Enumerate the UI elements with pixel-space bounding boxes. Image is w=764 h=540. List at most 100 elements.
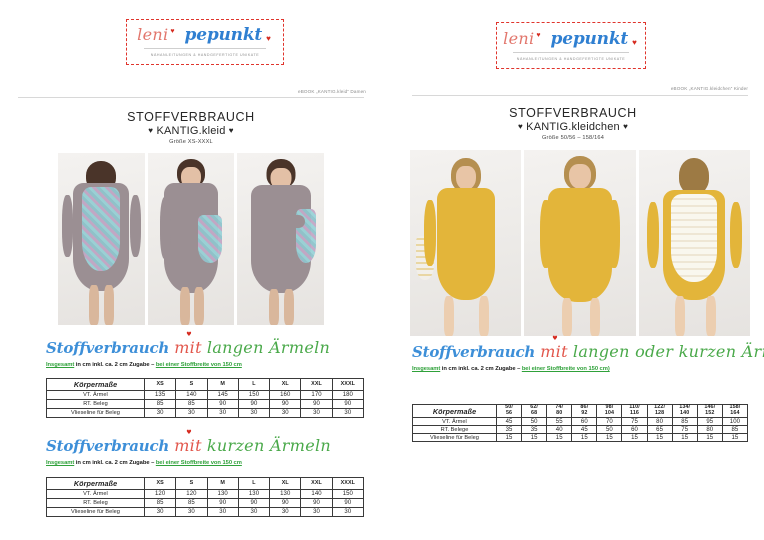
cell: 65 (646, 425, 673, 434)
table-row: VT. Ärmel 120 120 130 130 130 140 150 (46, 489, 365, 499)
ebook-label-right: eBOOK „KANTIG.kleidchen“ Kinder (670, 86, 748, 91)
table-short-sleeves: Körpermaße XS S M L XL XXL XXXL VT. Ärme… (46, 477, 365, 517)
cell: 35 (521, 425, 548, 434)
table-row: Vlieseline für Beleg 30 30 30 30 30 30 3… (46, 507, 365, 517)
table-row: VT. Ärmel 135 140 145 150 160 170 180 (46, 390, 365, 400)
ebook-label-left: eBOOK „KANTIG.kleid“ Damen (298, 89, 366, 94)
heart-icon-right-1: ♥ (517, 122, 523, 131)
cell: 160 (269, 390, 302, 400)
cell: 30 (237, 507, 271, 517)
cell: 35 (495, 425, 523, 434)
size-col-l: L (237, 378, 271, 391)
cell: 80 (696, 425, 723, 434)
size-col-158-164: 158/ 164 (721, 404, 749, 418)
cell: 15 (721, 433, 749, 442)
size-col-xs: XS (143, 378, 177, 391)
page-title-left: STOFFVERBRAUCH (127, 110, 255, 124)
header-divider-right (412, 95, 748, 96)
logo-subtitle: NÄHANLEITUNGEN & HANDGEFERTIGTE UNIKATE (150, 53, 260, 57)
cell: 90 (237, 399, 271, 409)
logo-divider (513, 51, 629, 53)
logo-heart-icon: ♥ (536, 31, 541, 39)
cell: 90 (300, 498, 333, 508)
size-col-xl: XL (269, 378, 302, 391)
cell: 85 (175, 498, 208, 508)
cell: 15 (571, 433, 598, 442)
cell: 90 (206, 399, 239, 409)
section-heading-short-sleeves: Stoffverbrauch mit ♥ kurzen Ärmeln (46, 430, 332, 455)
cell: 30 (331, 408, 365, 418)
cell: 90 (269, 498, 302, 508)
title-block-left: STOFFVERBRAUCH ♥ KANTIG.kleid ♥ Größe XS… (0, 110, 382, 145)
cell: 130 (269, 489, 302, 499)
size-col-xxxl: XXXL (331, 477, 365, 490)
cell: 30 (206, 408, 239, 418)
cell: 75 (621, 417, 648, 426)
section-heading-long-sleeves: Stoffverbrauch mit ♥ langen Ärmeln (46, 331, 330, 357)
size-col-62-68: 62/ 68 (521, 404, 548, 418)
table-header-row: Körpermaße 50/ 56 62/ 68 74/ 80 86/ 92 9… (412, 404, 749, 418)
heading-heart-icon: ♥ (186, 429, 192, 436)
cell: 50 (596, 425, 623, 434)
heading-blue-part: Stoffverbrauch (412, 343, 536, 361)
cell: 15 (621, 433, 648, 442)
size-col-98-104: 98/ 104 (596, 404, 623, 418)
cell: 70 (596, 417, 623, 426)
size-col-134-140: 134/ 140 (671, 404, 698, 418)
table-row: Vlieseline für Beleg 15 15 15 15 15 15 1… (412, 433, 749, 442)
cell: 45 (571, 425, 598, 434)
note-black-mid: in cm inkl. ca. 2 cm Zugabe – (440, 366, 522, 372)
heading-heart-icon: ♥ (186, 331, 192, 338)
row-label-vlieseline: Vlieseline für Beleg (46, 507, 145, 517)
cell: 50 (521, 417, 548, 426)
section-note-long-or-short-sleeves: Insgesamt in cm inkl. ca. 2 cm Zugabe – … (412, 366, 610, 372)
cell: 150 (237, 390, 271, 400)
cell: 180 (331, 390, 365, 400)
cell: 130 (237, 489, 271, 499)
table-corner-label: Körpermaße (46, 378, 145, 391)
section-note-long-sleeves: Insgesamt in cm inkl. ca. 2 cm Zugabe – … (46, 362, 242, 368)
cell: 85 (143, 399, 177, 409)
cell: 90 (237, 498, 271, 508)
size-col-xl: XL (269, 477, 302, 490)
brand-logo-right: leni ♥ pepunkt ♥ NÄHANLEITUNGEN & HANDGEFE… (496, 22, 646, 69)
section-note-short-sleeves: Insgesamt in cm inkl. ca. 2 cm Zugabe – … (46, 460, 242, 466)
photo-woman-side (147, 153, 235, 325)
size-col-146-152: 146/ 152 (696, 404, 723, 418)
table-row: Vlieseline für Beleg 30 30 30 30 30 30 3… (46, 408, 365, 418)
heading-green-part: kurzen Ärmeln (206, 436, 332, 455)
row-label-vt-aermel: VT. Ärmel (46, 390, 145, 400)
size-col-xxl: XXL (300, 378, 333, 391)
cell: 100 (721, 417, 749, 426)
size-range-right: Größe 50/56 – 158/164 (541, 135, 605, 141)
cell: 30 (269, 507, 302, 517)
size-col-s: S (175, 477, 208, 490)
cell: 15 (671, 433, 698, 442)
page-title-right: STOFFVERBRAUCH (509, 106, 637, 120)
cell: 90 (206, 498, 239, 508)
note-green-lead: Insgesamt (46, 460, 75, 466)
size-col-l: L (237, 477, 271, 490)
cell: 120 (143, 489, 177, 499)
note-green-lead: Insgesamt (412, 366, 441, 372)
logo-divider (144, 48, 266, 49)
heading-green-part: langen oder kurzen Ärmeln (572, 342, 764, 361)
cell: 75 (671, 425, 698, 434)
cell: 15 (646, 433, 673, 442)
table-header-row: Körpermaße XS S M L XL XXL XXXL (46, 477, 365, 490)
size-col-m: M (206, 477, 239, 490)
note-green-tail: bei einer Stoffbreite von 150 cm (155, 362, 242, 368)
table-row: RT. Beleg 85 85 90 90 90 90 90 (46, 498, 365, 508)
cell: 85 (721, 425, 749, 434)
row-label-rt-beleg: RT. Beleg (46, 498, 145, 508)
photo-strip-right (410, 150, 750, 336)
row-label-rt-beleg: RT. Beleg (46, 399, 145, 409)
size-col-110-116: 110/ 116 (621, 404, 648, 418)
logo-subtitle: NÄHANLEITUNGEN & HANDGEFERTIGTE UNIKATE (516, 56, 626, 61)
table-row: RT. Belege 35 35 40 45 50 60 65 75 80 85 (412, 425, 749, 434)
cell: 30 (237, 408, 271, 418)
table-row: RT. Beleg 85 85 90 90 90 90 90 (46, 399, 365, 409)
note-green-lead: Insgesamt (46, 362, 75, 368)
heading-red-part: mit ♥ (174, 331, 202, 357)
